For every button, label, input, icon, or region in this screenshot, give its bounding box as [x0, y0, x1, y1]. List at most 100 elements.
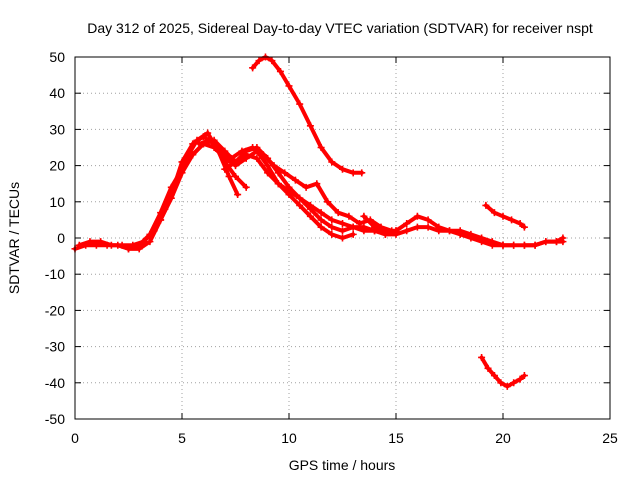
series-track-9: [371, 223, 518, 249]
y-tick-label: -50: [45, 411, 65, 427]
series-track-11: [478, 353, 528, 390]
data-point: [520, 241, 528, 249]
data-point: [249, 64, 257, 72]
data-point: [490, 209, 498, 217]
data-point: [358, 169, 366, 177]
data-point: [345, 212, 353, 220]
data-point: [270, 162, 278, 170]
x-tick-labels: 0 5 10 15 20 25: [71, 430, 618, 446]
data-point: [253, 154, 261, 162]
data-point: [508, 216, 516, 224]
data-point: [542, 238, 550, 246]
data-point: [178, 169, 186, 177]
data-point: [499, 241, 507, 249]
data-point: [328, 230, 336, 238]
data-point: [553, 238, 560, 246]
data-point: [234, 191, 242, 199]
data-point: [125, 245, 132, 253]
data-point: [225, 172, 233, 180]
data-point: [274, 180, 282, 188]
data-point: [328, 223, 336, 231]
data-point: [193, 136, 201, 144]
grid: [75, 57, 610, 419]
data-point: [497, 379, 505, 387]
x-tick-label: 25: [602, 430, 618, 446]
data-point: [296, 194, 304, 202]
data-point: [259, 151, 267, 159]
series-track-10: [482, 201, 528, 231]
data-point: [249, 144, 257, 151]
data-point: [302, 183, 310, 191]
data-point: [520, 223, 528, 231]
data-point: [242, 151, 250, 159]
data-point: [381, 230, 389, 238]
data-point: [296, 100, 304, 108]
y-tick-label: -10: [45, 266, 65, 282]
data-point: [206, 136, 214, 144]
y-tick-label: 50: [49, 49, 65, 65]
data-point: [531, 241, 539, 249]
data-point: [403, 227, 411, 235]
data-point: [516, 375, 524, 383]
data-point: [510, 241, 518, 249]
data-point: [339, 220, 346, 228]
tick-marks: [74, 56, 611, 420]
data-point: [446, 227, 453, 235]
data-point: [559, 238, 567, 246]
data-point: [413, 212, 421, 220]
x-tick-label: 5: [178, 430, 186, 446]
x-tick-label: 0: [71, 430, 79, 446]
y-tick-label: 0: [57, 230, 65, 246]
data-point: [285, 187, 293, 195]
data-point: [413, 223, 421, 231]
data-point: [276, 67, 284, 75]
data-point: [232, 158, 239, 166]
data-point: [285, 82, 293, 90]
series-layer: [71, 53, 567, 390]
data-point: [317, 223, 325, 231]
data-point: [204, 129, 212, 137]
data-point: [75, 241, 83, 249]
data-point: [135, 241, 143, 249]
data-point: [195, 140, 203, 148]
data-point: [167, 183, 175, 191]
x-tick-label: 10: [281, 430, 297, 446]
data-point: [339, 227, 346, 235]
data-point: [328, 158, 336, 166]
y-tick-label: 10: [49, 194, 65, 210]
data-point: [232, 172, 239, 180]
y-tick-label: -40: [45, 375, 65, 391]
data-point: [268, 57, 276, 65]
data-point: [503, 382, 511, 390]
data-point: [317, 209, 325, 217]
data-point: [349, 223, 357, 231]
data-point: [510, 379, 518, 387]
x-axis-title: GPS time / hours: [289, 457, 396, 473]
data-point: [339, 165, 346, 173]
data-point: [467, 230, 475, 238]
data-point: [306, 201, 314, 209]
y-tick-label: -30: [45, 339, 65, 355]
data-point: [324, 198, 332, 206]
series-track-12: [520, 238, 567, 249]
data-point: [371, 227, 379, 235]
x-tick-label: 20: [495, 430, 511, 446]
data-point: [339, 234, 346, 242]
series-line: [250, 55, 364, 175]
data-point: [456, 227, 464, 235]
data-point: [97, 238, 105, 246]
data-point: [238, 147, 246, 155]
data-point: [167, 194, 175, 202]
data-point: [264, 162, 272, 170]
chart-title: Day 312 of 2025, Sidereal Day-to-day VTE…: [87, 20, 593, 36]
y-axis-title: SDTVAR / TECUs: [6, 182, 22, 294]
y-tick-label: -20: [45, 302, 65, 318]
data-point: [360, 212, 368, 220]
data-point: [516, 220, 524, 228]
data-point: [499, 212, 507, 220]
y-tick-label: 40: [49, 85, 65, 101]
series-line: [126, 141, 356, 251]
series-track-6: [221, 151, 400, 235]
data-point: [482, 201, 490, 209]
